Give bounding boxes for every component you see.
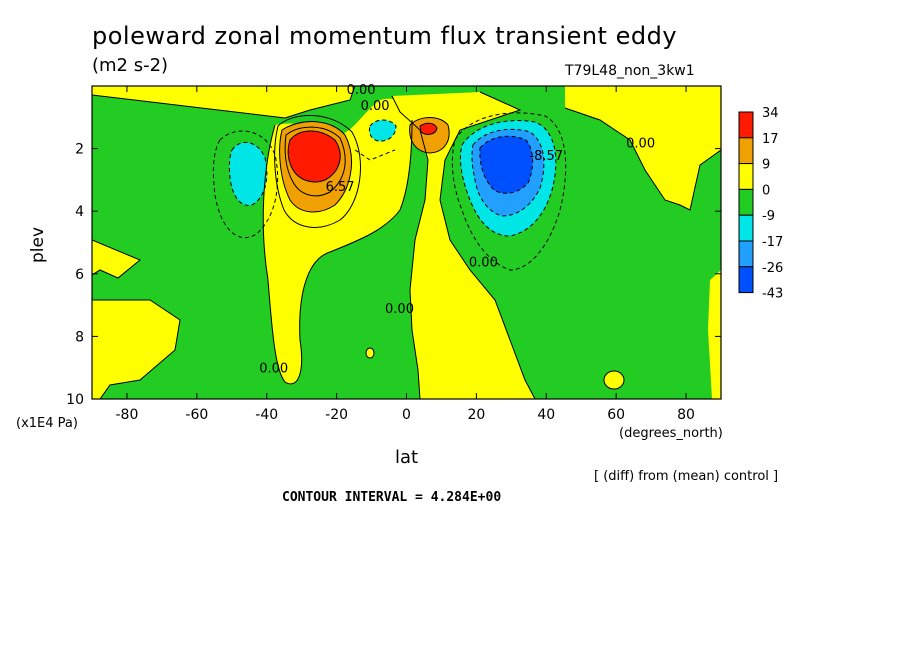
positive-center bbox=[420, 123, 437, 135]
x-tick-label: 60 bbox=[607, 407, 625, 423]
y-unit-label: (x1E4 Pa) bbox=[16, 416, 78, 431]
colorbar-label: 34 bbox=[762, 106, 779, 121]
colorbar-swatch bbox=[738, 240, 754, 268]
y-tick-label: 8 bbox=[75, 329, 84, 345]
y-tick-label: 10 bbox=[66, 392, 84, 408]
run-label: T79L48_non_3kw1 bbox=[565, 63, 695, 79]
x-tick-label: -60 bbox=[185, 407, 208, 423]
diff-note: [ (diff) from (mean) control ] bbox=[594, 469, 779, 484]
x-unit-label: (degrees_north) bbox=[619, 426, 723, 441]
x-tick-label: 80 bbox=[677, 407, 695, 423]
colorbar-label: -17 bbox=[762, 235, 783, 250]
positive-center bbox=[409, 117, 450, 153]
colorbar-label: -43 bbox=[762, 287, 783, 302]
colorbar-swatch bbox=[738, 137, 754, 165]
positive-region bbox=[92, 300, 180, 399]
x-tick-label: -20 bbox=[325, 407, 348, 423]
contour-label: 0.00 bbox=[626, 136, 655, 151]
colorbar-label: 17 bbox=[762, 132, 779, 147]
contour-label: 0.00 bbox=[259, 362, 288, 377]
contour-label: 0.00 bbox=[385, 302, 414, 317]
positive-region bbox=[366, 348, 374, 358]
positive-region bbox=[604, 371, 624, 389]
colorbar-label: -9 bbox=[762, 209, 775, 224]
x-tick-label: -80 bbox=[116, 407, 139, 423]
positive-region bbox=[92, 86, 355, 118]
y-tick-label: 4 bbox=[75, 204, 84, 220]
colorbar-swatch bbox=[738, 111, 754, 139]
y-tick-label: 2 bbox=[75, 142, 84, 158]
colorbar-label: 0 bbox=[762, 183, 770, 198]
x-tick-label: -40 bbox=[255, 407, 278, 423]
units-label: (m2 s-2) bbox=[92, 55, 169, 76]
contour-label: -8.57 bbox=[529, 149, 563, 164]
colorbar-label: -26 bbox=[762, 261, 783, 276]
x-axis-label: lat bbox=[395, 447, 419, 468]
negative-center bbox=[479, 136, 533, 194]
y-tick-label: 6 bbox=[75, 267, 84, 283]
negative-center bbox=[369, 120, 396, 142]
contour-interval-label: CONTOUR INTERVAL = 4.284E+00 bbox=[282, 490, 502, 505]
colorbar-swatch bbox=[738, 188, 754, 216]
positive-region bbox=[92, 240, 140, 278]
x-tick-label: 20 bbox=[467, 407, 485, 423]
negative-center bbox=[229, 142, 267, 206]
x-tick-label: 0 bbox=[402, 407, 411, 423]
chart-title: poleward zonal momentum flux transient e… bbox=[92, 22, 678, 50]
positive-region bbox=[565, 86, 721, 210]
colorbar-swatch bbox=[738, 163, 754, 190]
contour-label: 0.00 bbox=[469, 255, 498, 270]
x-tick-label: 40 bbox=[537, 407, 555, 423]
contour-label: 0.00 bbox=[347, 83, 376, 98]
colorbar-label: 9 bbox=[762, 158, 770, 173]
colorbar-swatch bbox=[738, 266, 754, 294]
contour-label: 6.57 bbox=[326, 180, 355, 195]
positive-region bbox=[708, 270, 721, 399]
positive-center bbox=[288, 131, 341, 182]
colorbar-swatch bbox=[738, 214, 754, 242]
contour-label: 0.00 bbox=[361, 99, 390, 114]
